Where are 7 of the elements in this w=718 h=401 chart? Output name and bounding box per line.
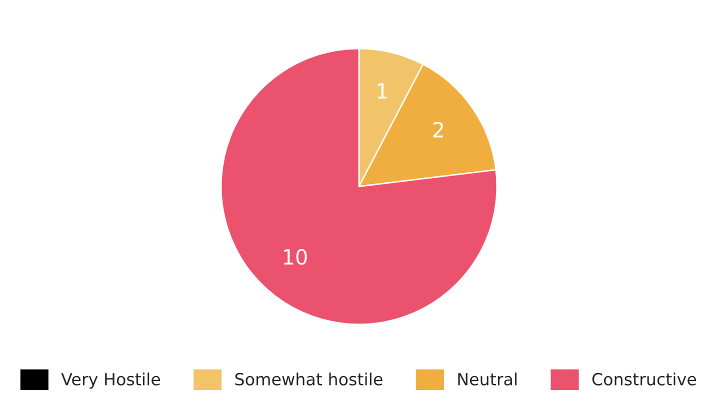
legend-label: Neutral [458, 372, 517, 386]
legend-label: Somewhat hostile [235, 372, 382, 386]
data-label: 2 [433, 122, 444, 138]
legend-label: Constructive [592, 372, 696, 386]
data-label: 10 [284, 249, 307, 265]
legend-label: Very Hostile [61, 372, 160, 389]
data-label: 1 [378, 83, 387, 98]
